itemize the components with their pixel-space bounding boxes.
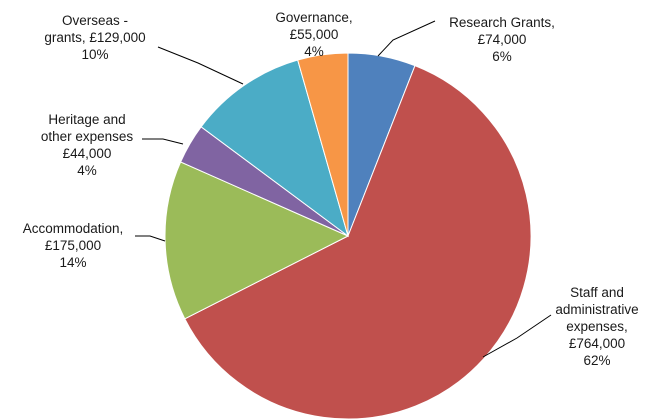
leader-line bbox=[135, 235, 166, 242]
leader-line bbox=[142, 138, 184, 145]
slice-label: Heritage and other expenses £44,000 4% bbox=[41, 112, 134, 178]
slice-label: Overseas - grants, £129,000 10% bbox=[44, 13, 145, 62]
slice-label: Governance, £55,000 4% bbox=[275, 10, 352, 59]
slice-percent-label: 14% bbox=[59, 255, 86, 270]
pie-slices bbox=[164, 52, 532, 419]
slice-label: Research Grants, £74,000 6% bbox=[449, 15, 555, 64]
slice-label-line: other expenses bbox=[41, 129, 134, 144]
slice-label-line: Heritage and bbox=[48, 112, 125, 127]
slice-percent-label: 4% bbox=[77, 163, 97, 178]
leader-line bbox=[482, 314, 552, 358]
slice-label-line: grants, £129,000 bbox=[44, 30, 145, 45]
pie-slice bbox=[297, 52, 349, 237]
pie-slice bbox=[164, 161, 350, 320]
slice-label-line: £764,000 bbox=[569, 336, 625, 351]
slice-label-line: Research Grants, bbox=[449, 15, 555, 30]
slice-label-line: expenses, bbox=[566, 319, 628, 334]
slice-label-line: £55,000 bbox=[290, 27, 339, 42]
slice-labels: Research Grants, £74,000 6% Staff and admini… bbox=[23, 10, 639, 368]
slice-label-line: administrative bbox=[555, 302, 638, 317]
slice-percent-label: 10% bbox=[81, 47, 108, 62]
slice-percent-label: 4% bbox=[304, 44, 324, 59]
pie-slice bbox=[200, 59, 349, 238]
slice-label-line: Overseas - bbox=[62, 13, 128, 28]
slice-label-line: £74,000 bbox=[478, 32, 527, 47]
slice-percent-label: 62% bbox=[583, 353, 610, 368]
leader-line bbox=[377, 20, 436, 57]
slice-label: Accommodation, £175,000 14% bbox=[23, 221, 124, 270]
pie-slice bbox=[184, 65, 532, 419]
slice-label: Staff and administrative expenses, £764,000… bbox=[555, 285, 638, 368]
slice-label-line: £44,000 bbox=[63, 146, 112, 161]
leader-lines bbox=[135, 20, 552, 358]
slice-label-line: £175,000 bbox=[45, 238, 101, 253]
slice-label-line: Staff and bbox=[570, 285, 624, 300]
slice-label-line: Governance, bbox=[275, 10, 352, 25]
slice-percent-label: 6% bbox=[492, 49, 512, 64]
leader-line bbox=[157, 46, 244, 85]
slice-label-line: Accommodation, bbox=[23, 221, 124, 236]
